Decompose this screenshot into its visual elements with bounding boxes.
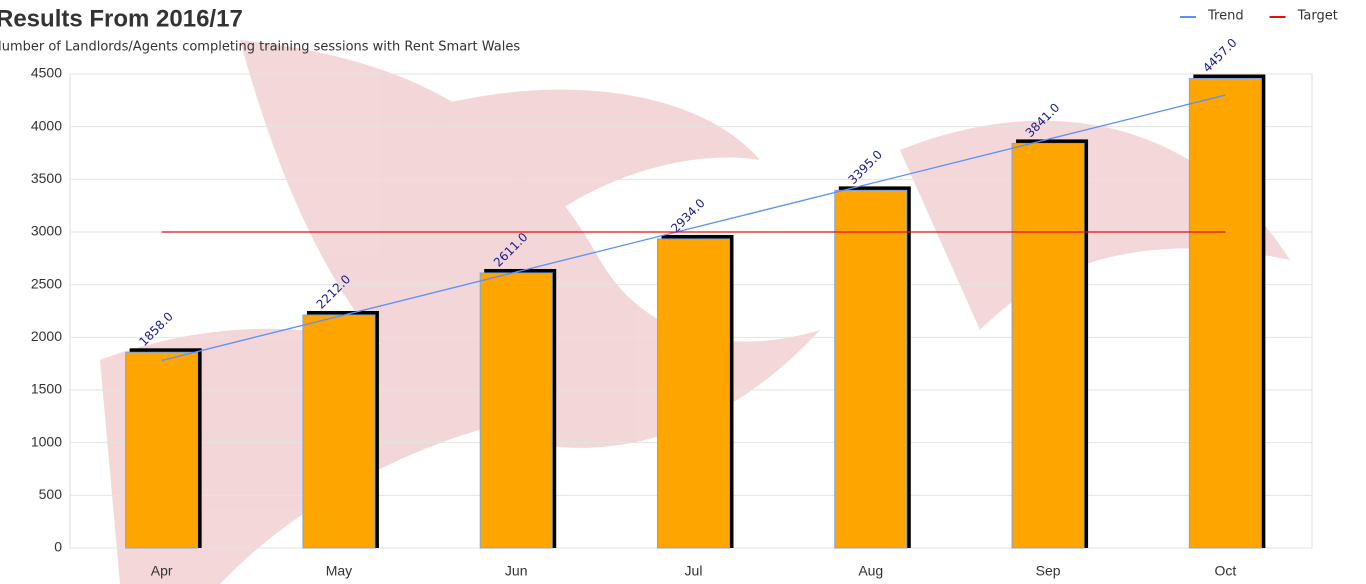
chart-title: Results From 2016/17 xyxy=(0,5,243,32)
y-tick-label: 1500 xyxy=(31,381,62,397)
bar xyxy=(658,239,730,548)
x-tick-label: Apr xyxy=(151,563,173,579)
bar xyxy=(835,190,907,548)
bar xyxy=(1189,79,1261,548)
x-tick-label: Aug xyxy=(858,563,883,579)
y-tick-label: 2000 xyxy=(31,328,62,344)
y-tick-label: 500 xyxy=(39,486,63,502)
y-tick-label: 0 xyxy=(54,539,62,555)
bar xyxy=(480,273,552,548)
legend: Trend Target xyxy=(1180,9,1338,24)
x-tick-label: Sep xyxy=(1036,563,1061,579)
chart-subtitle: Number of Landlords/Agents completing tr… xyxy=(0,40,520,55)
bar xyxy=(126,352,198,548)
x-tick-label: Jul xyxy=(685,563,703,579)
legend-label: Trend xyxy=(1207,9,1244,24)
y-tick-label: 2500 xyxy=(31,275,62,291)
legend-label: Target xyxy=(1297,9,1338,24)
chart: Results From 2016/17 Number of Landlords… xyxy=(0,0,1366,584)
bar xyxy=(303,315,375,548)
bar xyxy=(1012,143,1084,548)
x-tick-label: Oct xyxy=(1214,563,1236,579)
x-tick-label: May xyxy=(326,563,352,579)
y-tick-label: 4500 xyxy=(31,65,62,81)
value-label: 4457.0 xyxy=(1200,36,1240,76)
y-tick-label: 3000 xyxy=(31,223,62,239)
y-tick-label: 3500 xyxy=(31,170,62,186)
x-tick-label: Jun xyxy=(505,563,528,579)
y-tick-label: 4000 xyxy=(31,117,62,133)
y-tick-label: 1000 xyxy=(31,433,62,449)
